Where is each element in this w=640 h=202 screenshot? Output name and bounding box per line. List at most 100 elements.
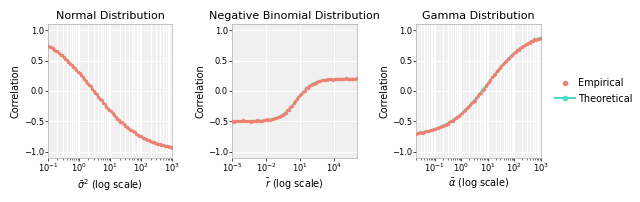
Point: [273, 116, 283, 119]
Point: [74, 71, 84, 74]
Point: [112, 117, 122, 120]
Point: [345, 78, 355, 81]
Point: [430, 128, 440, 131]
Point: [43, 44, 53, 47]
Point: [257, 119, 268, 123]
Point: [499, 61, 509, 64]
Point: [347, 77, 357, 80]
Point: [265, 118, 275, 121]
Point: [449, 118, 460, 121]
Point: [227, 119, 237, 123]
Point: [117, 121, 127, 124]
Point: [161, 144, 172, 147]
Point: [330, 78, 340, 81]
Point: [68, 65, 78, 68]
Point: [93, 95, 104, 98]
Point: [298, 90, 308, 94]
Point: [467, 102, 477, 105]
Point: [446, 120, 456, 123]
Point: [502, 58, 513, 61]
Point: [314, 80, 324, 83]
X-axis label: $\bar{\alpha}$ (log scale): $\bar{\alpha}$ (log scale): [448, 177, 509, 191]
Point: [251, 119, 261, 123]
Point: [319, 79, 329, 82]
Point: [427, 129, 437, 132]
Point: [81, 79, 91, 82]
Point: [323, 78, 333, 81]
Point: [132, 133, 143, 137]
Point: [255, 120, 266, 123]
Point: [88, 89, 99, 92]
Point: [276, 114, 286, 117]
Point: [309, 82, 319, 85]
Point: [62, 58, 72, 61]
Point: [65, 62, 75, 65]
Point: [511, 50, 521, 54]
Point: [471, 97, 481, 100]
Point: [468, 100, 478, 104]
Point: [67, 63, 77, 66]
Point: [458, 110, 468, 113]
Point: [287, 104, 297, 108]
Point: [296, 93, 307, 96]
Point: [435, 125, 445, 129]
Point: [139, 137, 149, 140]
Point: [158, 143, 168, 146]
Point: [451, 116, 461, 119]
Point: [83, 81, 93, 84]
Point: [230, 120, 241, 123]
Point: [246, 120, 256, 123]
Point: [470, 99, 480, 103]
Point: [268, 117, 278, 121]
Point: [461, 107, 472, 110]
Point: [159, 145, 170, 148]
Point: [438, 124, 448, 127]
Point: [49, 48, 60, 52]
Point: [481, 84, 491, 88]
Point: [487, 76, 497, 79]
Point: [109, 114, 119, 117]
Point: [351, 77, 362, 80]
Point: [147, 140, 157, 143]
Point: [316, 79, 326, 82]
Point: [142, 139, 152, 142]
Point: [433, 126, 444, 130]
Point: [259, 119, 269, 122]
Point: [528, 39, 538, 43]
Point: [120, 125, 131, 128]
Point: [488, 74, 499, 77]
Point: [254, 119, 264, 123]
Point: [244, 119, 255, 123]
Point: [79, 78, 90, 81]
Point: [126, 129, 136, 132]
Point: [228, 120, 239, 123]
Point: [490, 72, 500, 75]
Title: Negative Binomial Distribution: Negative Binomial Distribution: [209, 11, 380, 21]
Point: [59, 56, 69, 59]
Point: [321, 78, 332, 81]
Point: [150, 141, 160, 144]
Point: [424, 129, 434, 132]
Point: [114, 119, 124, 122]
Y-axis label: Correlation: Correlation: [11, 64, 21, 118]
Point: [118, 123, 129, 126]
Point: [232, 120, 242, 123]
Point: [350, 77, 360, 80]
Point: [534, 37, 545, 40]
Point: [166, 145, 176, 148]
Point: [44, 45, 54, 48]
Point: [337, 77, 348, 81]
Point: [422, 129, 433, 133]
Point: [263, 119, 273, 122]
Point: [312, 81, 323, 84]
Y-axis label: Correlation: Correlation: [380, 64, 389, 118]
Point: [493, 68, 504, 72]
Point: [47, 46, 58, 50]
Point: [124, 127, 134, 130]
Point: [479, 87, 489, 90]
Point: [134, 134, 145, 137]
Point: [484, 80, 494, 83]
Point: [455, 113, 465, 116]
Point: [504, 56, 515, 60]
Point: [529, 38, 540, 41]
